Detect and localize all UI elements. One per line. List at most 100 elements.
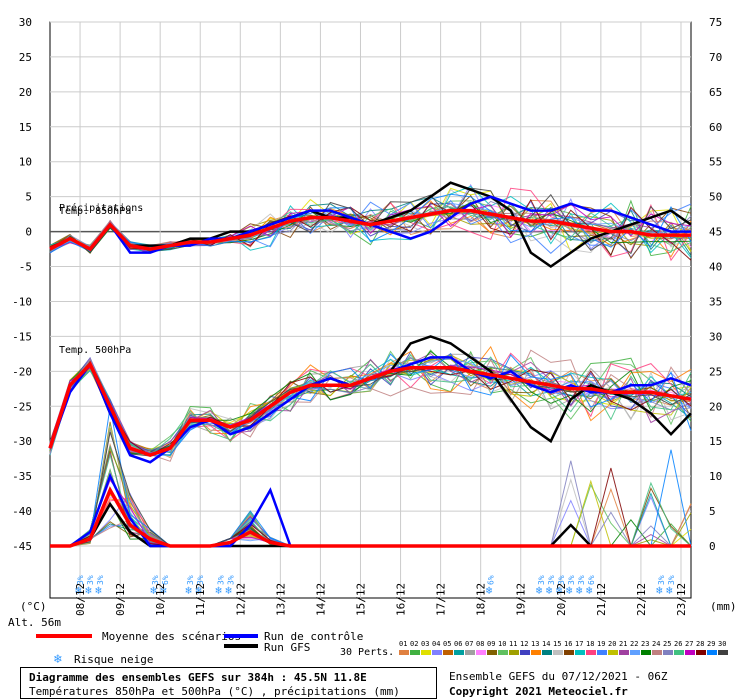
member-color-swatch	[432, 650, 442, 655]
left-tick-label: -10	[12, 295, 32, 308]
snow-risk-label: 3%	[96, 575, 105, 585]
member-number: 06	[454, 640, 462, 648]
member-color-swatch	[454, 650, 464, 655]
right-tick-label: 60	[709, 121, 722, 134]
member-number: 11	[509, 640, 517, 648]
member-color-swatch	[476, 650, 486, 655]
left-unit: (°C)	[20, 600, 47, 613]
snowflake-icon: ❄	[95, 584, 102, 597]
x-tick-label: 22/12	[635, 583, 648, 616]
member-10-t500	[49, 349, 692, 452]
member-number: 09	[487, 640, 495, 648]
snowflake-icon: ❄	[656, 584, 663, 597]
left-tick-label: 10	[19, 156, 32, 169]
member-number: 23	[641, 640, 649, 648]
left-tick-label: -40	[12, 505, 32, 518]
member-color-swatch	[564, 650, 574, 655]
run-info: Ensemble GEFS du 07/12/2021 - 06Z	[449, 670, 668, 683]
right-tick-label: 5	[709, 505, 716, 518]
annotation-t850: Temp. 850hPa	[59, 206, 131, 217]
member-color-swatch	[685, 650, 695, 655]
member-number: 25	[663, 640, 671, 648]
x-tick-label: 18/12	[475, 583, 488, 616]
member-color-swatch	[674, 650, 684, 655]
member-19-t500	[49, 362, 692, 454]
member-number: 01	[399, 640, 407, 648]
snow-risk-label: 3%	[226, 575, 235, 585]
snow-risk-label: 3%	[537, 575, 546, 585]
x-tick-label: 15/12	[354, 583, 367, 616]
x-tick-label: 13/12	[274, 583, 287, 616]
member-number: 17	[575, 640, 583, 648]
snowflake-icon: ❄	[536, 584, 543, 597]
left-tick-label: 30	[19, 16, 32, 29]
snowflake-icon: ❄	[85, 584, 92, 597]
x-tick-label: 10/12	[154, 583, 167, 616]
member-29-t500	[49, 352, 692, 457]
right-tick-label: 55	[709, 156, 722, 169]
legend-gfs-label: Run GFS	[264, 641, 310, 654]
snow-risk-label: 3%	[567, 575, 576, 585]
member-number: 07	[465, 640, 473, 648]
left-tick-label: -20	[12, 365, 32, 378]
left-tick-label: -5	[19, 261, 32, 274]
member-color-swatch	[630, 650, 640, 655]
snowflake-icon: ❄	[185, 584, 192, 597]
snowflake-icon: ❄	[75, 584, 82, 597]
mean-precip-line	[50, 486, 691, 548]
right-tick-label: 15	[709, 435, 722, 448]
chart-subtitle: Températures 850hPa et 500hPa (°C) , pré…	[29, 685, 400, 698]
right-tick-label: 65	[709, 86, 722, 99]
left-axis: 30 25 20 15 10 5 0 -5 -10 -15 -20 -25 -30 -35 -40 -45	[12, 16, 32, 553]
right-tick-label: 20	[709, 400, 722, 413]
members-label: 30 Perts.	[340, 647, 394, 658]
left-tick-label: -45	[12, 540, 32, 553]
member-color-swatch	[421, 650, 431, 655]
right-tick-label: 25	[709, 365, 722, 378]
member-color-swatch	[707, 650, 717, 655]
left-tick-label: 0	[25, 226, 32, 239]
annotation-t500: Temp. 500hPa	[59, 345, 131, 356]
snowflake-icon: ❄	[215, 584, 222, 597]
member-color-swatch	[553, 650, 563, 655]
member-color-swatch	[531, 650, 541, 655]
snow-risk-label: 6%	[161, 575, 170, 585]
left-tick-label: 20	[19, 86, 32, 99]
snow-risk-label: 3%	[196, 575, 205, 585]
x-tick-label: 16/12	[395, 583, 408, 616]
member-color-swatch	[586, 650, 596, 655]
right-tick-label: 50	[709, 191, 722, 204]
member-legend: 01 02 03 04 05 06 07 08 09 10 11 12 13 14 15 16 17 18 19 20…	[399, 640, 728, 655]
snowflake-icon: ❄	[576, 584, 583, 597]
snow-risk-label: 6%	[487, 575, 496, 585]
legend-snow-label: Risque neige	[74, 653, 153, 666]
snowflake-icon: ❄	[225, 584, 232, 597]
left-tick-label: 15	[19, 121, 32, 134]
snow-risk-label: 3%	[657, 575, 666, 585]
member-color-swatch	[399, 650, 409, 655]
altitude-label: Alt. 56m	[8, 616, 61, 629]
snow-risk-label: 3%	[186, 575, 195, 585]
member-number: 19	[597, 640, 605, 648]
member-number: 30	[718, 640, 726, 648]
member-color-swatch	[575, 650, 585, 655]
member-color-swatch	[597, 650, 607, 655]
right-tick-label: 40	[709, 261, 722, 274]
member-number: 28	[696, 640, 704, 648]
member-color-swatch	[520, 650, 530, 655]
snowflake-icon: ❄	[195, 584, 202, 597]
member-number: 24	[652, 640, 660, 648]
copyright: Copyright 2021 Meteociel.fr	[449, 685, 628, 698]
member-12-t500	[49, 350, 692, 452]
legend-control-label: Run de contrôle	[264, 630, 363, 643]
member-number: 18	[586, 640, 594, 648]
member-number: 02	[410, 640, 418, 648]
snowflake-icon: ❄	[556, 584, 563, 597]
member-color-swatch	[652, 650, 662, 655]
member-number: 27	[685, 640, 693, 648]
x-tick-label: 21/12	[595, 583, 608, 616]
member-number: 16	[564, 640, 572, 648]
member-number: 26	[674, 640, 682, 648]
x-tick-label: 14/12	[314, 583, 327, 616]
member-color-swatch	[542, 650, 552, 655]
